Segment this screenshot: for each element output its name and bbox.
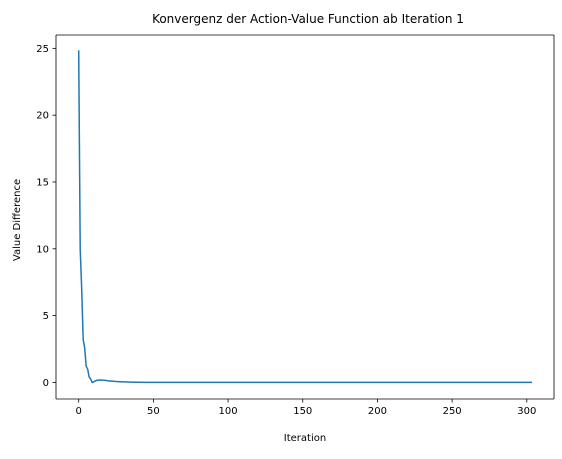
x-tick-label: 250: [443, 406, 462, 417]
y-tick-label: 15: [36, 177, 49, 188]
x-tick-label: 0: [76, 406, 82, 417]
y-tick-label: 10: [36, 244, 49, 255]
chart-title: Konvergenz der Action-Value Function ab …: [152, 12, 464, 26]
x-tick-label: 150: [293, 406, 312, 417]
x-tick-label: 100: [219, 406, 238, 417]
y-tick-label: 0: [43, 378, 49, 389]
plot-area: 0 50 100 150 200 250 300 0 5 10 15 20 25: [36, 35, 554, 417]
series-line-0: [79, 51, 532, 382]
x-tick-label: 200: [368, 406, 387, 417]
x-tick-label: 300: [517, 406, 536, 417]
y-tick-label: 5: [43, 311, 49, 322]
x-tick-label: 50: [147, 406, 160, 417]
y-axis-label: Value Difference: [12, 179, 23, 261]
x-axis-label: Iteration: [284, 433, 326, 444]
y-tick-label: 20: [36, 111, 49, 122]
y-tick-label: 25: [36, 44, 49, 55]
